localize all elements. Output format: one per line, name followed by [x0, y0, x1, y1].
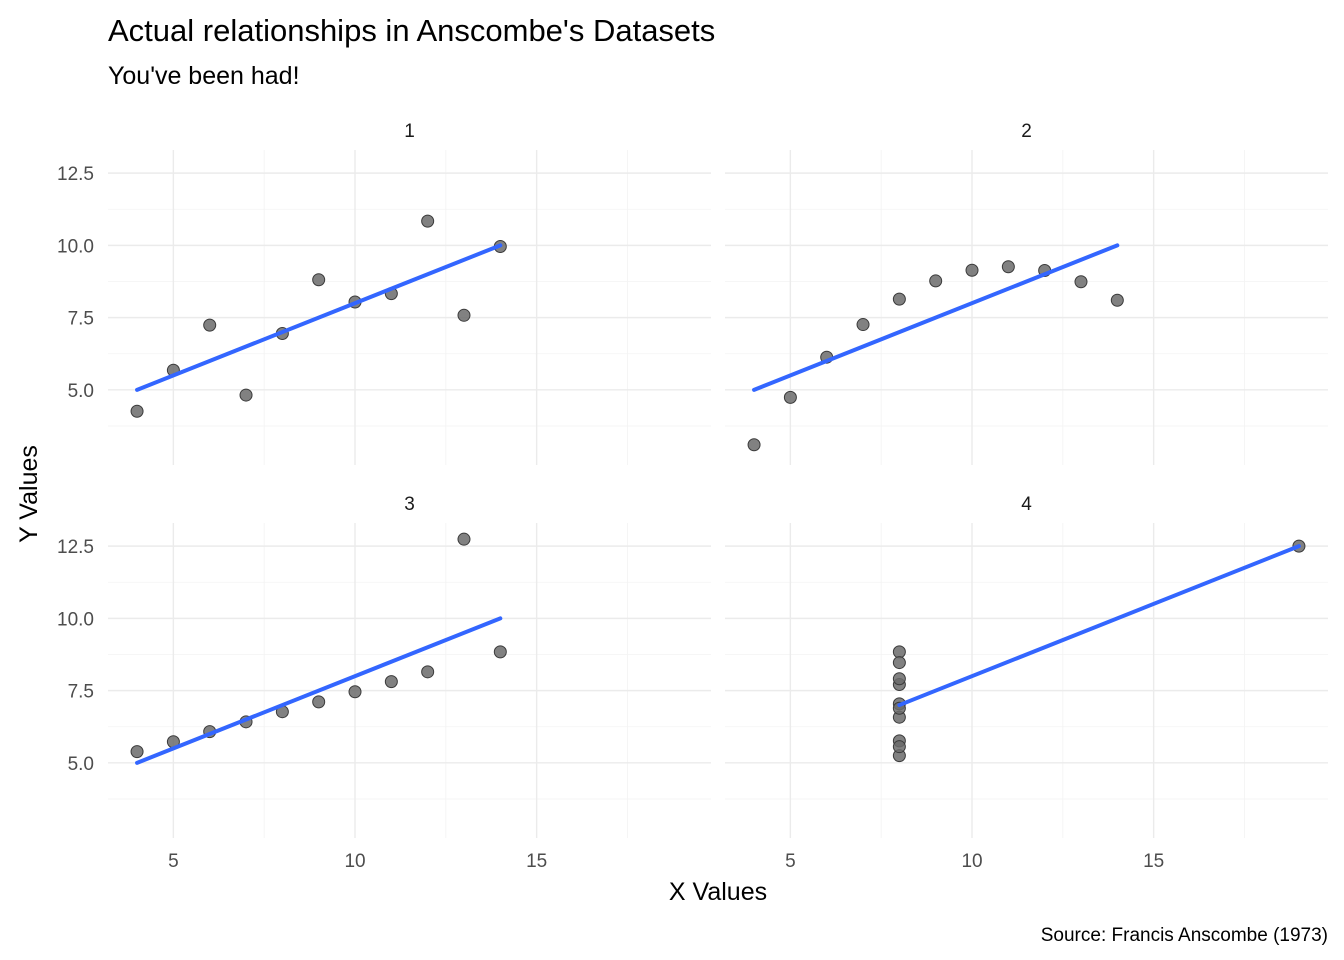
x-tick-label: 15: [1143, 851, 1164, 872]
facet-strip-label: 1: [404, 121, 415, 142]
data-point: [457, 532, 471, 546]
y-tick-label: 5.0: [68, 381, 94, 402]
y-tick-label: 10.0: [57, 236, 94, 257]
data-point: [1001, 260, 1015, 274]
data-point: [130, 745, 144, 759]
y-axis-title: Y Values: [15, 445, 43, 543]
data-point: [965, 263, 979, 277]
data-point: [856, 318, 870, 332]
regression-line: [897, 544, 1301, 708]
data-point: [783, 390, 797, 404]
facet-panel-1: 1 5.0 7.5 10.0 12.5: [57, 121, 711, 465]
data-point: [348, 685, 362, 699]
data-point: [457, 308, 471, 322]
y-tick-label: 5.0: [68, 754, 94, 775]
x-tick-label: 10: [344, 851, 365, 872]
data-point: [493, 645, 507, 659]
regression-line: [752, 243, 1120, 392]
y-tick-label: 7.5: [68, 682, 94, 703]
chart-title: Actual relationships in Anscombe's Datas…: [108, 13, 715, 48]
x-tick-label: 10: [961, 851, 982, 872]
data-point: [929, 274, 943, 288]
x-tick-label: 5: [785, 851, 796, 872]
facet-panel-3: 3 5.0 7.5 10.0 12.5 5 10 15: [57, 494, 711, 872]
facet-panels: 1 5.0 7.5 10.0 12.5 2 3 5.0 7.5 10.0 12.5 5 10 15 4 5 10…: [57, 121, 1328, 872]
data-point: [747, 438, 761, 452]
x-tick-label: 5: [168, 851, 179, 872]
data-point: [1110, 293, 1124, 307]
regression-line: [135, 616, 503, 765]
data-point: [421, 214, 435, 228]
data-point: [239, 388, 253, 402]
data-point: [203, 318, 217, 332]
y-tick-label: 7.5: [68, 309, 94, 330]
facet-strip-label: 4: [1021, 494, 1032, 515]
facet-panel-4: 4 5 10 15: [725, 494, 1328, 872]
chart-caption: Source: Francis Anscombe (1973): [1041, 925, 1328, 946]
data-point: [892, 656, 906, 670]
facet-strip-label: 3: [404, 494, 415, 515]
y-tick-label: 10.0: [57, 609, 94, 630]
facet-panel-2: 2: [725, 121, 1328, 465]
regression-line: [135, 243, 503, 392]
y-tick-label: 12.5: [57, 537, 94, 558]
chart-subtitle: You've been had!: [108, 62, 300, 90]
data-point: [892, 740, 906, 754]
data-point: [312, 695, 326, 709]
data-point: [312, 273, 326, 287]
x-axis-title: X Values: [669, 878, 767, 906]
data-point: [1074, 275, 1088, 289]
data-point: [892, 292, 906, 306]
x-tick-label: 15: [526, 851, 547, 872]
data-point: [384, 675, 398, 689]
data-point: [892, 672, 906, 686]
facet-strip-label: 2: [1021, 121, 1032, 142]
data-point: [421, 665, 435, 679]
data-point: [130, 404, 144, 418]
y-tick-label: 12.5: [57, 164, 94, 185]
